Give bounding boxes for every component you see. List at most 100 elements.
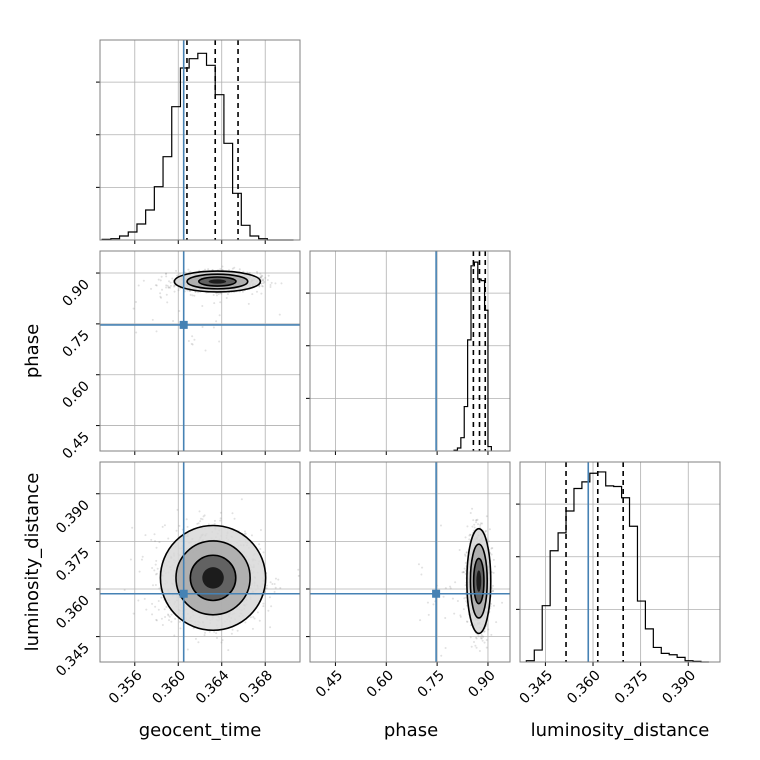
plot-area <box>100 462 300 662</box>
sample-point <box>253 617 256 620</box>
sample-point <box>461 571 464 574</box>
sample-point <box>259 272 262 275</box>
sample-point <box>241 290 244 293</box>
contour-line <box>472 557 485 605</box>
sample-point <box>259 548 262 551</box>
sample-point <box>260 274 263 277</box>
sample-point <box>444 647 447 650</box>
sample-point <box>155 619 158 622</box>
sample-point <box>157 608 160 611</box>
x-tick-label: 0.375 <box>612 668 652 708</box>
sample-point <box>475 636 478 639</box>
sample-point <box>199 517 202 520</box>
sample-point <box>193 294 196 297</box>
sample-point <box>479 522 482 525</box>
sample-point <box>490 633 493 636</box>
sample-point <box>207 268 210 271</box>
sample-point <box>144 534 147 537</box>
truth-marker <box>432 589 441 598</box>
contour-line <box>159 524 267 632</box>
sample-point <box>179 627 182 630</box>
sample-point <box>279 586 282 589</box>
sample-point <box>203 631 206 634</box>
contour-line <box>198 276 237 287</box>
sample-point <box>197 641 200 644</box>
panel-frame <box>99 250 301 452</box>
x-tick-label: 0.345 <box>517 668 557 708</box>
sample-point <box>154 583 157 586</box>
sample-point <box>187 339 190 342</box>
histogram-step <box>101 52 294 241</box>
sample-point <box>479 526 482 529</box>
sample-point <box>151 613 154 616</box>
sample-point <box>165 272 168 275</box>
sample-point <box>132 612 135 615</box>
sample-point <box>492 604 495 607</box>
sample-point <box>463 597 466 600</box>
sample-point <box>484 530 487 533</box>
sample-point <box>218 340 221 343</box>
hist-phase <box>306 250 511 455</box>
sample-point <box>463 567 466 570</box>
sample-point <box>191 294 194 297</box>
sample-point <box>483 630 486 633</box>
sample-point <box>173 284 176 287</box>
sample-point <box>167 537 170 540</box>
sample-point <box>491 590 494 593</box>
sample-point <box>267 274 270 277</box>
y-tick-label: 0.390 <box>53 497 93 537</box>
x-axis-title-geocent-time: geocent_time <box>139 720 262 741</box>
sample-point <box>221 639 224 642</box>
sample-point <box>216 637 219 640</box>
truth-marker <box>179 589 188 598</box>
sample-point <box>262 551 265 554</box>
sample-point <box>129 558 132 561</box>
x-tick-label: 0.360 <box>149 668 189 708</box>
x-tick-label: 0.360 <box>564 668 604 708</box>
sample-point <box>469 636 472 639</box>
sample-point <box>259 275 262 278</box>
panel-frame <box>309 250 511 452</box>
sample-point <box>475 519 478 522</box>
sample-point <box>187 268 190 271</box>
sample-point <box>483 630 486 633</box>
sample-point <box>267 609 270 612</box>
sample-point <box>252 615 255 618</box>
sample-point <box>469 534 472 537</box>
sample-point <box>469 624 472 627</box>
sample-point <box>155 559 158 562</box>
sample-point <box>271 582 274 585</box>
sample-point <box>248 271 251 274</box>
x-tick-label: 0.364 <box>193 667 233 707</box>
sample-point <box>261 285 264 288</box>
sample-point <box>233 517 236 520</box>
sample-point <box>226 293 229 296</box>
sample-point <box>471 525 474 528</box>
sample-point <box>165 284 168 287</box>
x-axis-title-luminosity-distance: luminosity_distance <box>531 720 710 741</box>
sample-point <box>201 305 204 308</box>
x-tick-label: 0.368 <box>236 668 276 708</box>
contour-line <box>186 273 249 290</box>
sample-point <box>261 284 264 287</box>
plot-area <box>100 251 300 451</box>
sample-point <box>297 574 300 577</box>
sample-point <box>469 512 472 515</box>
scatter-phase-luminosity-distance: 0.45 0.60 0.75 0.90 <box>306 461 511 701</box>
contour-line <box>466 527 492 635</box>
sample-point <box>140 558 143 561</box>
sample-point <box>212 294 215 297</box>
sample-point <box>255 270 258 273</box>
sample-point <box>173 634 176 637</box>
sample-point <box>176 274 179 277</box>
sample-point <box>481 639 484 642</box>
sample-point <box>465 596 468 599</box>
contour-line <box>173 270 262 293</box>
sample-point <box>164 272 167 275</box>
sample-point <box>178 309 181 312</box>
sample-point <box>123 589 126 592</box>
sample-point <box>255 290 258 293</box>
x-tick-label: 0.75 <box>415 668 448 701</box>
sample-point <box>173 285 176 288</box>
